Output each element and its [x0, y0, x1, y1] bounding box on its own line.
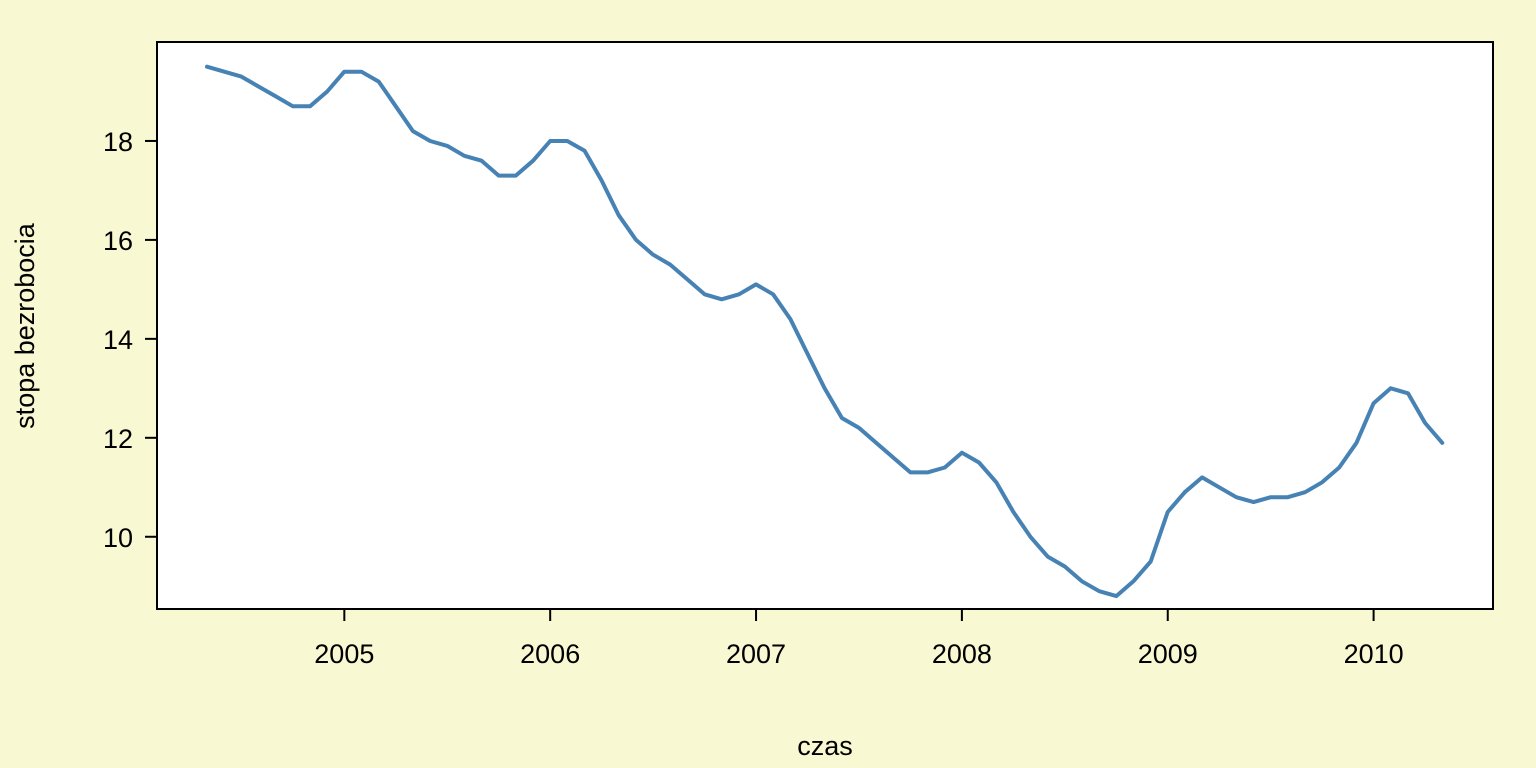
data-point: [1339, 467, 1340, 468]
data-point: [704, 294, 705, 295]
data-point: [927, 472, 928, 473]
x-tick-label: 2009: [1138, 639, 1198, 669]
y-tick-label: 10: [103, 523, 133, 553]
x-axis: 2005 2006 2007 2008 2009 2010: [314, 609, 1404, 669]
data-point: [601, 180, 602, 181]
data-point: [344, 71, 345, 72]
data-point: [773, 294, 774, 295]
data-point: [1081, 581, 1082, 582]
data-point: [1013, 512, 1014, 513]
data-point: [1390, 388, 1391, 389]
data-point: [1305, 492, 1306, 493]
data-point: [292, 106, 293, 107]
data-point: [618, 215, 619, 216]
x-tick-label: 2006: [520, 639, 580, 669]
data-point: [481, 160, 482, 161]
data-point: [1442, 442, 1443, 443]
data-point: [550, 141, 551, 142]
y-axis-title: stopa bezrobocia: [10, 222, 40, 429]
series-layer: [205, 64, 1445, 599]
data-point: [1150, 561, 1151, 562]
data-point: [1373, 403, 1374, 404]
data-point: [1133, 581, 1134, 582]
data-point: [395, 106, 396, 107]
data-point: [412, 131, 413, 132]
data-point: [1064, 566, 1065, 567]
data-point: [721, 299, 722, 300]
data-point: [739, 294, 740, 295]
x-tick-label: 2008: [932, 639, 992, 669]
y-tick-label: 14: [103, 325, 133, 355]
data-point: [498, 175, 499, 176]
data-point: [893, 457, 894, 458]
x-tick-label: 2005: [314, 639, 374, 669]
data-point: [430, 141, 431, 142]
data-point: [241, 76, 242, 77]
data-point: [515, 175, 516, 176]
data-point: [464, 155, 465, 156]
data-point: [310, 106, 311, 107]
data-point: [1219, 487, 1220, 488]
series-line: [205, 64, 1445, 599]
x-axis-title: czas: [797, 731, 853, 761]
data-point: [1425, 423, 1426, 424]
data-point: [584, 150, 585, 151]
data-point: [687, 279, 688, 280]
data-point: [1167, 512, 1168, 513]
data-point: [636, 239, 637, 240]
data-point: [859, 427, 860, 428]
data-point: [1099, 591, 1100, 592]
data-point: [1184, 492, 1185, 493]
data-point: [756, 284, 757, 285]
data-point: [1322, 482, 1323, 483]
data-point: [447, 145, 448, 146]
y-tick-label: 16: [103, 226, 133, 256]
data-point: [944, 467, 945, 468]
data-point: [1202, 477, 1203, 478]
data-point: [224, 71, 225, 72]
y-tick-label: 12: [103, 424, 133, 454]
data-point: [824, 388, 825, 389]
y-axis: 10 12 14 16 18: [103, 127, 157, 553]
plot-area: [156, 41, 1494, 610]
data-point: [1047, 556, 1048, 557]
data-point: [1116, 596, 1117, 597]
data-point: [258, 86, 259, 87]
data-point: [1408, 393, 1409, 394]
data-point: [876, 442, 877, 443]
x-tick-label: 2010: [1344, 639, 1404, 669]
data-point: [1030, 536, 1031, 537]
data-point: [361, 71, 362, 72]
data-point: [979, 462, 980, 463]
data-point: [670, 264, 671, 265]
data-point: [1270, 497, 1271, 498]
data-point: [910, 472, 911, 473]
x-tick-label: 2007: [726, 639, 786, 669]
y-tick-label: 18: [103, 127, 133, 157]
data-point: [567, 141, 568, 142]
data-point: [961, 452, 962, 453]
data-point: [653, 254, 654, 255]
data-point: [207, 66, 208, 67]
data-point: [378, 81, 379, 82]
data-point: [807, 353, 808, 354]
data-point: [996, 482, 997, 483]
data-point: [1287, 497, 1288, 498]
data-point: [1236, 497, 1237, 498]
data-point: [841, 418, 842, 419]
data-point: [1253, 502, 1254, 503]
data-point: [790, 319, 791, 320]
data-point: [533, 160, 534, 161]
data-point: [275, 96, 276, 97]
data-point: [327, 91, 328, 92]
data-point: [1356, 442, 1357, 443]
